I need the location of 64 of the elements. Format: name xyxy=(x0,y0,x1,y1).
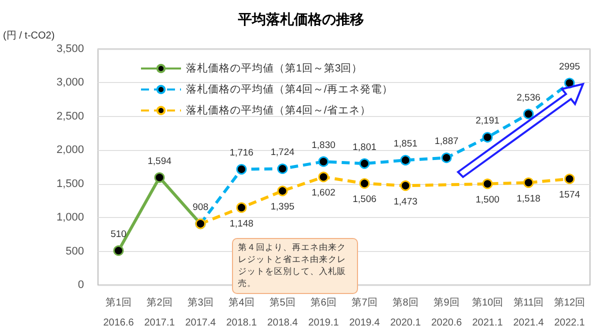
x-tick-label: 第6回 2019.1 xyxy=(308,296,340,328)
data-label: 1,500 xyxy=(476,194,500,206)
point xyxy=(236,164,247,175)
x-tick-label: 第11回 2021.4 xyxy=(513,296,544,328)
legend-label: 落札価格の平均値（第4回～/再エネ発電） xyxy=(186,82,393,96)
data-label: 1,851 xyxy=(394,138,418,150)
y-tick-label: 3,000 xyxy=(56,76,84,89)
y-tick-label: 2,500 xyxy=(56,110,84,122)
data-label: 1,395 xyxy=(270,202,294,213)
data-label: 1,716 xyxy=(230,148,254,159)
x-tick-label: 第3回 2017.4 xyxy=(185,296,216,328)
x-tick-label: 第1回 2016.6 xyxy=(103,296,134,328)
data-label: 1574 xyxy=(558,190,580,201)
point xyxy=(523,108,534,120)
chart-title: 平均落札価格の推移 xyxy=(237,12,364,28)
data-label: 1,887 xyxy=(434,136,458,148)
data-label: 1,724 xyxy=(270,147,294,158)
data-label: 1,830 xyxy=(312,140,336,151)
data-label: 1,506 xyxy=(352,194,376,206)
x-tick-label: 第2回 2017.1 xyxy=(144,296,176,328)
annotation: 第４回より、再エネ由来クレジットと省エネ由来クレジットを区別して、入札販売。 xyxy=(232,238,358,294)
y-tick-label: 1,000 xyxy=(56,212,84,224)
point xyxy=(523,177,534,188)
y-tick-label: 0 xyxy=(78,279,84,291)
point xyxy=(277,186,288,196)
x-tick-label: 第4回 2018.1 xyxy=(226,296,258,328)
point xyxy=(236,202,247,213)
y-tick-label: 500 xyxy=(66,245,84,258)
data-label: 1,518 xyxy=(516,193,540,204)
x-tick-label: 第10回 2021.1 xyxy=(472,296,504,328)
point xyxy=(318,172,329,182)
point xyxy=(400,154,411,166)
point xyxy=(359,178,370,189)
y-axis-title: (円 / t-CO2) xyxy=(3,30,55,42)
point xyxy=(359,158,370,169)
data-label: 1,801 xyxy=(352,142,376,153)
point xyxy=(400,180,411,191)
x-tick-label: 第5回 2018.4 xyxy=(267,296,298,328)
point xyxy=(564,174,575,184)
y-tick-label: 3,500 xyxy=(56,43,84,55)
y-tick-label: 2,000 xyxy=(56,144,84,156)
point xyxy=(482,178,493,190)
point xyxy=(482,132,493,143)
y-tick-label: 1,500 xyxy=(56,178,84,190)
legend-label: 落札価格の平均値（第1回～第3回） xyxy=(186,62,363,74)
data-label: 1,594 xyxy=(148,156,172,167)
point xyxy=(441,152,452,164)
data-label: 1,473 xyxy=(394,196,418,208)
x-tick-label: 第12回 2022.1 xyxy=(554,296,586,328)
x-tick-label: 第8回 2020.1 xyxy=(390,296,422,328)
data-label: 2995 xyxy=(558,61,580,72)
point xyxy=(318,156,329,167)
legend-label: 落札価格の平均値（第4回～/省エネ） xyxy=(186,104,371,116)
x-tick-label: 第9回 2020.6 xyxy=(431,296,462,328)
data-label: 510 xyxy=(110,228,126,240)
data-label: 1,602 xyxy=(312,188,336,199)
x-tick-label: 第7回 2019.4 xyxy=(349,296,380,328)
data-label: 1,148 xyxy=(230,218,254,230)
data-label: 908 xyxy=(192,202,208,214)
point xyxy=(277,164,288,174)
point xyxy=(154,172,165,183)
data-label: 2,536 xyxy=(516,92,540,104)
data-label: 2,191 xyxy=(476,116,500,127)
point xyxy=(113,245,124,256)
